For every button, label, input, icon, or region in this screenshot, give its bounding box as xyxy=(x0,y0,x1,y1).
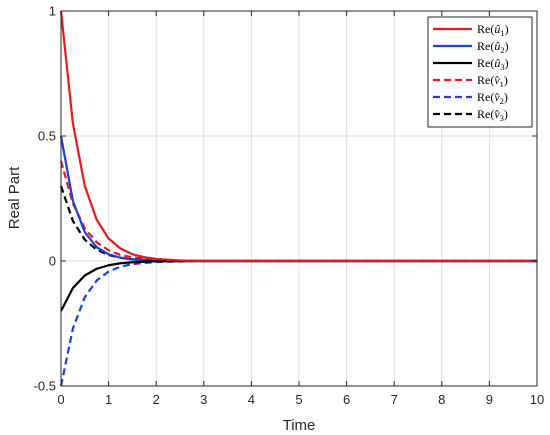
x-tick-label: 4 xyxy=(248,392,255,407)
x-tick-label: 3 xyxy=(200,392,207,407)
x-tick-label: 10 xyxy=(530,392,544,407)
x-tick-label: 7 xyxy=(391,392,398,407)
legend-box xyxy=(427,16,533,128)
y-axis-label: Real Part xyxy=(6,166,23,229)
x-axis-label: Time xyxy=(283,417,316,434)
tick-group: 0 1 2 3 4 5 6 7 8 9 10-0.500.51 xyxy=(34,4,545,408)
y-tick-label: 0 xyxy=(49,254,56,269)
legend-entry: Re(û3) xyxy=(477,56,509,72)
legend-entry: Re(û2) xyxy=(477,39,509,55)
legend-entry: Re(v̂2) xyxy=(477,90,508,106)
x-tick-label: 6 xyxy=(343,392,350,407)
x-tick-label: 9 xyxy=(486,392,493,407)
x-tick-label: 5 xyxy=(295,392,302,407)
x-tick-label: 2 xyxy=(153,392,160,407)
y-tick-label: 1 xyxy=(49,4,56,19)
legend-entry: Re(û1) xyxy=(477,22,509,38)
legend: Re(û1)Re(û2)Re(û3)Re(v̂1)Re(v̂2)Re(v̂3) xyxy=(427,16,533,128)
series-group xyxy=(59,10,537,387)
x-tick-label: 1 xyxy=(105,392,112,407)
series-line-1 xyxy=(59,10,537,263)
x-tick-label: 0 xyxy=(57,392,64,407)
x-tick-label: 8 xyxy=(438,392,445,407)
y-tick-label: -0.5 xyxy=(34,379,56,394)
legend-entry: Re(v̂1) xyxy=(477,73,508,89)
y-tick-label: 0.5 xyxy=(38,129,56,144)
legend-entry: Re(v̂3) xyxy=(477,107,508,123)
